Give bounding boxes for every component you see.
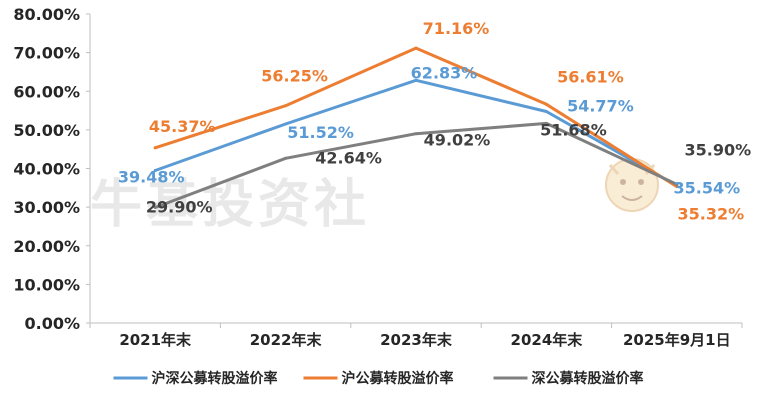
y-tick-label: 60.00% [13,82,80,101]
y-tick-label: 80.00% [13,5,80,24]
data-point [153,169,157,173]
y-tick-label: 70.00% [13,44,80,63]
data-label: 45.37% [149,117,216,136]
data-label: 49.02% [424,131,491,150]
x-tick-label: 2021年末 [119,331,192,349]
data-label: 56.25% [261,67,328,86]
x-tick-label: 2024年末 [511,331,584,349]
x-tick-label: 2025年9月1日 [623,331,731,349]
data-label: 51.68% [540,120,607,139]
data-point [414,46,418,50]
data-label: 42.64% [315,148,382,167]
legend-item: 沪公募转股溢价率 [303,370,454,387]
data-label: 62.83% [411,63,478,82]
y-tick-label: 40.00% [13,160,80,179]
data-point [284,156,288,160]
data-point [675,185,679,189]
data-point [284,122,288,126]
data-label: 51.52% [287,123,354,142]
y-tick-label: 20.00% [13,237,80,256]
watermark-text: 牛基投资社 [90,175,370,235]
legend-label: 深公募转股溢价率 [532,370,644,387]
y-tick-label: 30.00% [13,198,80,217]
data-label: 56.61% [557,67,624,86]
data-point [544,102,548,106]
legend-item: 沪深公募转股溢价率 [113,370,278,387]
data-label: 54.77% [567,96,634,115]
data-point [284,104,288,108]
data-point [544,109,548,113]
y-tick-label: 10.00% [13,275,80,294]
data-point [153,206,157,210]
y-tick-label: 0.00% [24,314,80,333]
data-label: 29.90% [146,198,213,217]
data-point [414,132,418,136]
data-label: 35.54% [673,179,740,198]
axes: 0.00% 10.00% 20.00% 30.00% 40.00% 50.00% 60.00… [13,5,743,349]
data-labels: 39.48% 51.52% 62.83% 54.77% 35.54% 45.37% 56.2… [118,19,751,223]
data-label: 39.48% [118,168,185,187]
data-point [675,182,679,186]
data-label: 35.90% [684,140,751,159]
legend-item: 深公募转股溢价率 [493,370,644,387]
data-point [153,146,157,150]
watermark: 牛基投资社 [90,158,659,235]
data-point [544,121,548,125]
series-lines [153,46,679,210]
data-label: 35.32% [677,205,744,224]
legend-label: 沪深公募转股溢价率 [152,370,278,387]
legend: 沪深公募转股溢价率 沪公募转股溢价率 深公募转股溢价率 [113,370,644,387]
data-label: 71.16% [423,19,490,38]
watermark-logo-icon [605,158,659,212]
x-tick-label: 2023年末 [380,331,453,349]
y-tick-label: 50.00% [13,121,80,140]
x-tick-label: 2022年末 [250,331,323,349]
data-point [414,78,418,82]
legend-label: 沪公募转股溢价率 [342,370,454,387]
